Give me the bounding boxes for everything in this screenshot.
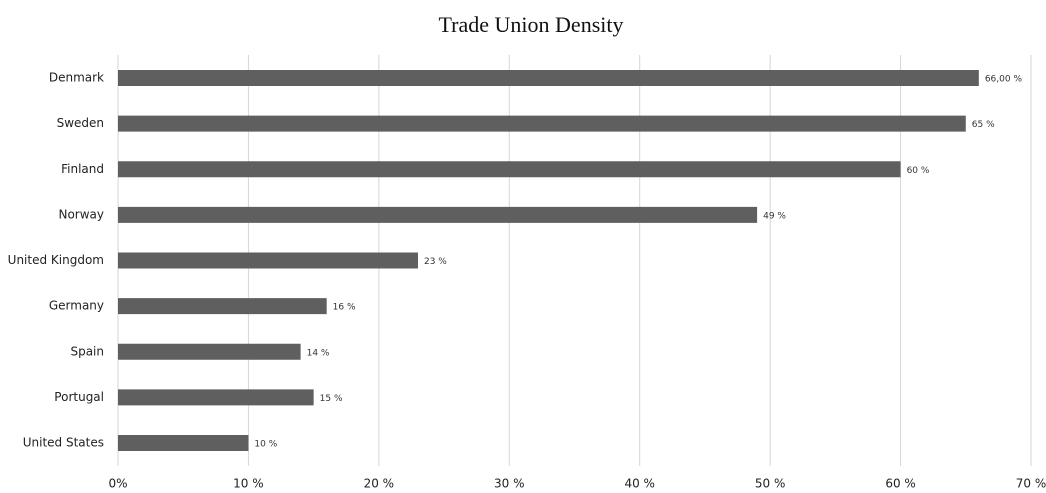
x-tick-label: 20 %: [364, 477, 395, 491]
y-tick-label: Spain: [70, 344, 104, 358]
bar: [118, 389, 314, 406]
y-tick-label: Sweden: [57, 116, 104, 130]
value-label: 23 %: [424, 257, 447, 267]
x-tick-label: 50 %: [755, 477, 786, 491]
value-label: 10 %: [254, 440, 277, 450]
value-label: 14 %: [307, 348, 330, 358]
x-tick-label: 30 %: [494, 477, 525, 491]
x-tick-label: 0%: [108, 477, 127, 491]
bar: [118, 298, 327, 315]
bar: [118, 115, 966, 132]
bar: [118, 206, 758, 223]
x-tick-label: 60 %: [885, 477, 916, 491]
value-label: 60 %: [907, 166, 930, 176]
value-label: 49 %: [763, 211, 786, 221]
y-tick-label: Germany: [49, 299, 104, 313]
value-label: 16 %: [333, 303, 356, 313]
chart-title: Trade Union Density: [439, 12, 624, 37]
y-tick-label: Finland: [61, 162, 104, 176]
y-tick-label: United Kingdom: [8, 253, 104, 267]
bar: [118, 435, 249, 451]
value-label: 65 %: [972, 120, 995, 130]
y-tick-label: Denmark: [49, 71, 104, 85]
y-tick-label: United States: [23, 436, 104, 450]
bar: [118, 343, 301, 360]
value-label: 66,00 %: [985, 75, 1023, 85]
y-tick-label: Norway: [58, 207, 104, 221]
x-tick-label: 40 %: [624, 477, 655, 491]
bar: [118, 161, 901, 178]
x-tick-label: 70 %: [1016, 477, 1046, 491]
y-tick-label: Portugal: [54, 390, 104, 404]
x-tick-label: 10 %: [233, 477, 264, 491]
bar: [118, 70, 979, 86]
bar: [118, 252, 418, 269]
value-label: 15 %: [320, 394, 343, 404]
